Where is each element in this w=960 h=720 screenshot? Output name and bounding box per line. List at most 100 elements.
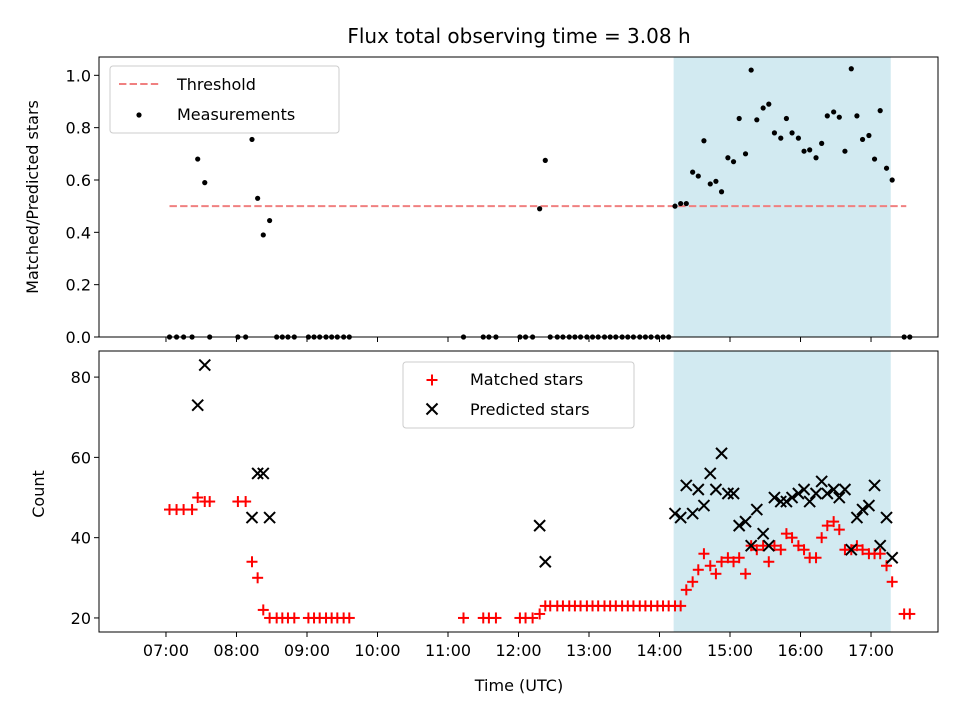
predicted-star-point <box>838 483 852 496</box>
predicted-star-point <box>868 479 881 492</box>
matched-star-point <box>851 540 863 552</box>
matched-star-point <box>246 556 258 568</box>
x-tick-label: 09:00 <box>284 641 330 660</box>
predicted-star-point <box>721 487 735 500</box>
matched-star-point <box>798 544 810 556</box>
predicted-star-point <box>668 507 682 520</box>
matched-star-point <box>810 552 822 564</box>
predicted-star-point <box>797 483 811 496</box>
x-tick-label: 15:00 <box>707 641 753 660</box>
matched-star-point <box>704 560 716 572</box>
x-tick-label: 07:00 <box>143 641 189 660</box>
measurement-point <box>260 232 266 238</box>
y-tick-label: 0.0 <box>66 328 91 347</box>
measurement-point <box>836 114 842 120</box>
predicted-star-point <box>692 483 705 496</box>
measurement-point <box>202 180 208 186</box>
matched-star-point <box>728 556 740 568</box>
predicted-star-point <box>792 487 805 500</box>
measurement-point <box>813 155 819 161</box>
measurement-point <box>701 138 707 144</box>
predicted-star-point <box>780 495 793 508</box>
measurement-point <box>859 136 866 143</box>
measurement-point <box>249 136 255 143</box>
predicted-star-points <box>191 358 899 568</box>
measurement-point <box>690 169 696 175</box>
matched-star-point <box>288 612 300 624</box>
bottom-y-axis-ticks: 20 40 60 80 <box>71 368 99 628</box>
predicted-star-point <box>191 398 204 412</box>
observing-window-shade <box>673 57 891 337</box>
predicted-star-point <box>856 503 869 516</box>
measurement-point <box>672 203 678 209</box>
y-tick-label: 0.2 <box>66 276 91 295</box>
matched-star-point <box>687 576 699 588</box>
measurement-point <box>718 189 725 195</box>
matched-star-point <box>257 604 269 616</box>
observing-window-shade-bottom <box>673 351 891 632</box>
predicted-star-point <box>885 551 899 564</box>
predicted-star-point <box>762 539 775 552</box>
measurement-point <box>877 108 883 114</box>
measurement-point <box>713 178 719 184</box>
matched-star-point <box>527 612 539 624</box>
matched-star-point <box>698 548 710 560</box>
matched-star-point <box>675 600 687 612</box>
flux-ratio-panel: 0.0 0.2 0.4 0.6 0.8 1.0 Matched/Predicted sta… <box>23 56 939 347</box>
matched-star-point <box>534 608 546 620</box>
legend-threshold-label: Threshold <box>176 75 256 94</box>
x-tick-label: 16:00 <box>777 641 823 660</box>
predicted-star-point <box>686 507 699 520</box>
measurement-point <box>883 165 890 171</box>
matched-star-point <box>343 612 355 624</box>
predicted-star-point <box>756 527 770 540</box>
predicted-star-point <box>862 499 876 512</box>
predicted-star-point <box>198 358 211 372</box>
predicted-star-point <box>750 503 764 516</box>
matched-star-point <box>786 532 798 544</box>
measurement-point <box>754 117 760 123</box>
matched-star-point <box>768 540 780 552</box>
predicted-star-point <box>533 519 546 532</box>
legend-measurements-label: Measurements <box>177 105 295 124</box>
matched-star-point <box>680 584 692 596</box>
matched-star-point <box>780 528 792 540</box>
predicted-star-point <box>263 511 276 524</box>
measurement-point <box>267 217 273 224</box>
matched-star-point <box>904 608 916 620</box>
legend-matched-swatch <box>426 374 438 386</box>
matched-star-point <box>792 540 804 552</box>
predicted-star-point <box>880 511 893 524</box>
predicted-star-point <box>245 511 259 524</box>
predicted-star-point <box>680 479 693 492</box>
y-tick-label: 40 <box>71 529 91 548</box>
matched-star-point <box>828 516 840 528</box>
predicted-star-point <box>809 487 823 500</box>
measurement-point <box>748 67 754 73</box>
measurement-point <box>801 148 807 154</box>
measurement-point <box>789 130 795 136</box>
predicted-star-point <box>539 555 552 568</box>
predicted-star-point <box>715 447 728 460</box>
predicted-star-point <box>785 491 799 504</box>
predicted-star-point <box>727 487 740 500</box>
measurement-point <box>736 115 742 122</box>
measurement-point <box>542 157 548 163</box>
matched-star-point <box>240 496 252 508</box>
matched-star-point <box>857 544 869 556</box>
measurement-point <box>783 115 790 122</box>
measurement-point <box>695 173 701 179</box>
predicted-star-point <box>257 467 270 480</box>
predicted-star-point <box>697 499 711 512</box>
measurement-point <box>766 101 772 107</box>
matched-star-point <box>458 612 470 624</box>
matched-star-point <box>751 544 763 556</box>
x-tick-label: 13:00 <box>566 641 612 660</box>
predicted-star-point <box>774 495 787 508</box>
legend-predicted-swatch <box>425 402 439 416</box>
y-tick-label: 0.4 <box>66 223 91 242</box>
predicted-star-point <box>850 511 864 524</box>
measurement-point <box>707 181 713 187</box>
measurement-point <box>730 159 737 165</box>
